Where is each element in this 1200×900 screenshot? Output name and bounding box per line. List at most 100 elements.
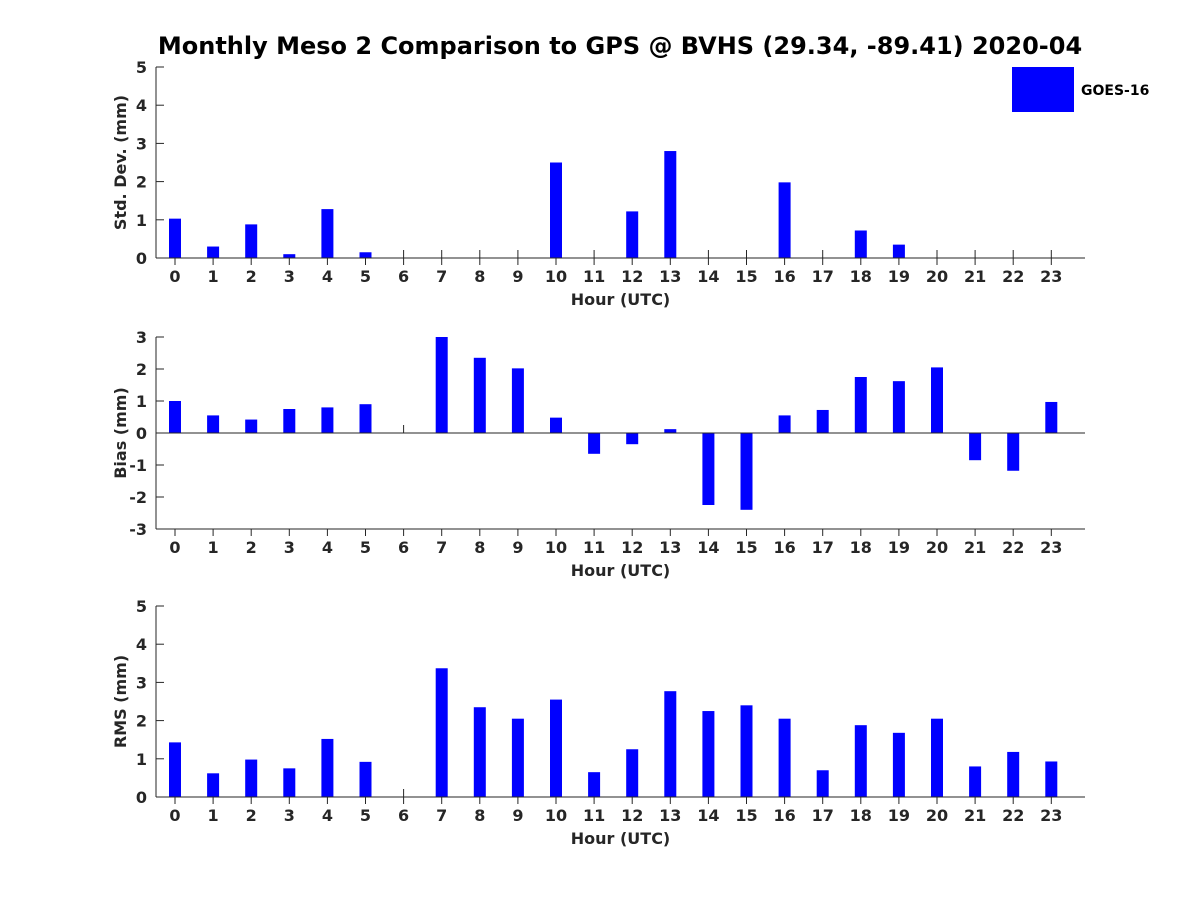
bar-std-dev-hour-10 — [550, 162, 562, 258]
bar-bias-hour-14 — [702, 433, 715, 505]
bar-std-dev-hour-16 — [778, 182, 791, 258]
bar-bias-hour-23 — [1045, 401, 1058, 433]
bar-std-dev-hour-0 — [169, 218, 181, 258]
bar-std-dev-hour-18 — [854, 230, 867, 258]
bar-bias-hour-22 — [1007, 433, 1020, 471]
bar-rms-hour-13 — [664, 691, 677, 797]
x-tick-label: 15 — [735, 538, 757, 557]
x-tick-label: 8 — [474, 267, 485, 286]
x-tick-label: 17 — [812, 538, 834, 557]
x-tick-label: 21 — [964, 267, 986, 286]
x-tick-label: 10 — [545, 538, 567, 557]
x-tick-label: 7 — [436, 267, 447, 286]
bar-rms-hour-2 — [245, 759, 258, 797]
x-tick-label: 6 — [398, 806, 409, 825]
legend-swatch-goes-16 — [1012, 67, 1074, 112]
x-tick-label: 22 — [1002, 267, 1024, 286]
y-tick-label: 5 — [136, 597, 147, 616]
x-tick-label: 11 — [583, 538, 605, 557]
bar-rms-hour-7 — [435, 668, 448, 797]
y-tick-label: 3 — [136, 134, 147, 153]
bar-bias-hour-5 — [359, 404, 372, 433]
x-tick-label: 10 — [545, 806, 567, 825]
x-tick-label: 16 — [773, 267, 795, 286]
x-axis-label: Hour (UTC) — [571, 561, 671, 580]
y-axis-label: Bias (mm) — [111, 387, 130, 479]
bar-bias-hour-15 — [740, 433, 753, 510]
x-tick-label: 2 — [246, 267, 257, 286]
x-tick-label: 22 — [1002, 538, 1024, 557]
x-tick-label: 1 — [208, 806, 219, 825]
x-tick-label: 9 — [512, 538, 523, 557]
x-tick-label: 20 — [926, 538, 948, 557]
y-tick-label: 5 — [136, 58, 147, 77]
bar-bias-hour-0 — [169, 401, 181, 433]
bar-bias-hour-16 — [778, 415, 791, 433]
bar-bias-hour-11 — [588, 433, 601, 454]
y-tick-label: 4 — [136, 635, 147, 654]
bar-rms-hour-21 — [969, 766, 982, 797]
x-tick-label: 3 — [284, 538, 295, 557]
x-tick-label: 23 — [1040, 806, 1062, 825]
x-tick-label: 0 — [169, 806, 180, 825]
y-tick-label: -1 — [129, 456, 147, 475]
x-tick-label: 19 — [888, 267, 910, 286]
bar-std-dev-hour-2 — [245, 224, 258, 258]
y-tick-label: 0 — [136, 249, 147, 268]
x-tick-label: 8 — [474, 538, 485, 557]
x-tick-label: 15 — [735, 267, 757, 286]
y-tick-label: 3 — [136, 328, 147, 347]
bar-rms-hour-16 — [778, 718, 791, 797]
x-tick-label: 19 — [888, 806, 910, 825]
bar-bias-hour-20 — [931, 367, 943, 433]
bar-std-dev-hour-12 — [626, 211, 639, 258]
bar-rms-hour-9 — [511, 718, 524, 797]
x-tick-label: 9 — [512, 267, 523, 286]
x-tick-label: 11 — [583, 267, 605, 286]
bar-bias-hour-3 — [283, 409, 296, 433]
bar-rms-hour-19 — [892, 732, 905, 797]
bar-bias-hour-18 — [854, 377, 867, 433]
y-axis-label: RMS (mm) — [111, 655, 130, 748]
x-tick-label: 21 — [964, 806, 986, 825]
x-tick-label: 20 — [926, 806, 948, 825]
bar-rms-hour-0 — [169, 742, 181, 797]
x-tick-label: 8 — [474, 806, 485, 825]
y-tick-label: 1 — [136, 211, 147, 230]
x-tick-label: 18 — [850, 538, 872, 557]
x-tick-label: 16 — [773, 538, 795, 557]
x-tick-label: 21 — [964, 538, 986, 557]
x-tick-label: 0 — [169, 267, 180, 286]
legend: GOES-16 — [1012, 67, 1149, 112]
y-tick-label: -2 — [129, 488, 147, 507]
bar-std-dev-hour-1 — [207, 246, 220, 258]
bar-rms-hour-5 — [359, 761, 372, 797]
bar-bias-hour-12 — [626, 433, 639, 445]
y-tick-label: 2 — [136, 360, 147, 379]
x-tick-label: 16 — [773, 806, 795, 825]
bar-bias-hour-17 — [816, 409, 829, 433]
x-tick-label: 6 — [398, 267, 409, 286]
bar-bias-hour-7 — [435, 337, 448, 433]
bar-bias-hour-13 — [664, 429, 677, 433]
bar-std-dev-hour-3 — [283, 254, 296, 258]
x-tick-label: 19 — [888, 538, 910, 557]
x-tick-label: 4 — [322, 538, 333, 557]
bar-bias-hour-1 — [207, 415, 220, 433]
x-tick-label: 6 — [398, 538, 409, 557]
bar-rms-hour-1 — [207, 773, 220, 797]
x-tick-label: 5 — [360, 538, 371, 557]
x-tick-label: 7 — [436, 538, 447, 557]
x-tick-label: 1 — [208, 267, 219, 286]
x-tick-label: 3 — [284, 267, 295, 286]
bar-rms-hour-17 — [816, 770, 829, 797]
bar-rms-hour-11 — [588, 772, 601, 797]
x-tick-label: 7 — [436, 806, 447, 825]
y-tick-label: 0 — [136, 788, 147, 807]
bar-bias-hour-10 — [550, 417, 562, 433]
y-tick-label: 1 — [136, 750, 147, 769]
x-tick-label: 14 — [697, 538, 719, 557]
bar-rms-hour-20 — [931, 718, 943, 797]
